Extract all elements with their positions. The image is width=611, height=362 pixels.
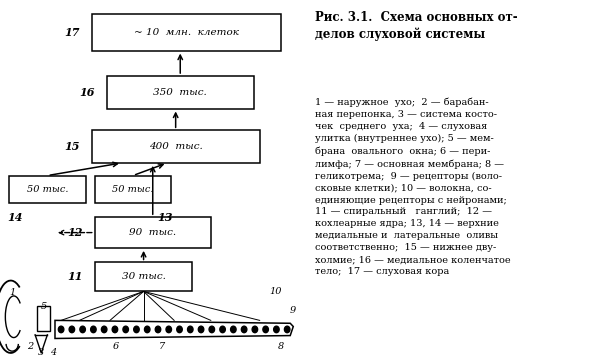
Text: 50 тыс.: 50 тыс. (112, 185, 153, 194)
Bar (107, 76, 254, 109)
Text: 12: 12 (67, 227, 82, 238)
Circle shape (123, 326, 128, 333)
Text: 17: 17 (64, 27, 79, 38)
Bar (9, 176, 86, 203)
Text: 5: 5 (41, 302, 48, 311)
Circle shape (144, 326, 150, 333)
Bar (95, 176, 171, 203)
Text: 3: 3 (38, 348, 45, 357)
Text: 6: 6 (113, 342, 119, 351)
Circle shape (101, 326, 107, 333)
Circle shape (241, 326, 247, 333)
Circle shape (166, 326, 172, 333)
Text: Рис. 3.1.  Схема основных от-
делов слуховой системы: Рис. 3.1. Схема основных от- делов слухо… (315, 11, 518, 41)
Text: 30 тыс.: 30 тыс. (122, 273, 166, 281)
Circle shape (263, 326, 268, 333)
Text: 50 тыс.: 50 тыс. (27, 185, 68, 194)
Text: 16: 16 (79, 87, 95, 98)
Circle shape (155, 326, 161, 333)
Text: 1 — наружное  ухо;  2 — барабан-
ная перепонка, 3 — система косто-
чек  среднего: 1 — наружное ухо; 2 — барабан- ная переп… (315, 98, 510, 276)
Text: 9: 9 (290, 306, 296, 315)
Text: 90  тыс.: 90 тыс. (129, 228, 177, 237)
Circle shape (188, 326, 193, 333)
Text: 15: 15 (64, 141, 79, 152)
Bar (95, 262, 192, 291)
Circle shape (274, 326, 279, 333)
Circle shape (134, 326, 139, 333)
Text: 11: 11 (67, 272, 82, 282)
Circle shape (199, 326, 204, 333)
Text: 14: 14 (7, 212, 23, 223)
Circle shape (90, 326, 96, 333)
Circle shape (112, 326, 118, 333)
Circle shape (80, 326, 86, 333)
Polygon shape (55, 320, 293, 338)
Circle shape (230, 326, 236, 333)
Text: 13: 13 (157, 212, 173, 223)
Text: 400  тыс.: 400 тыс. (149, 142, 202, 151)
Circle shape (209, 326, 214, 333)
Text: 1: 1 (9, 288, 15, 297)
Text: 350  тыс.: 350 тыс. (153, 88, 207, 97)
Text: 7: 7 (159, 342, 165, 351)
Circle shape (220, 326, 225, 333)
Text: ~ 10  млн.  клеток: ~ 10 млн. клеток (134, 28, 239, 37)
Circle shape (177, 326, 182, 333)
Bar (92, 130, 260, 163)
Text: 10: 10 (269, 287, 281, 296)
Bar (95, 217, 211, 248)
Text: 2: 2 (27, 342, 34, 351)
Text: 4: 4 (50, 348, 57, 357)
Bar (92, 14, 281, 51)
Bar (37, 306, 50, 331)
Circle shape (284, 326, 290, 333)
Circle shape (59, 326, 64, 333)
Text: 8: 8 (278, 342, 284, 351)
Circle shape (252, 326, 258, 333)
Circle shape (69, 326, 75, 333)
